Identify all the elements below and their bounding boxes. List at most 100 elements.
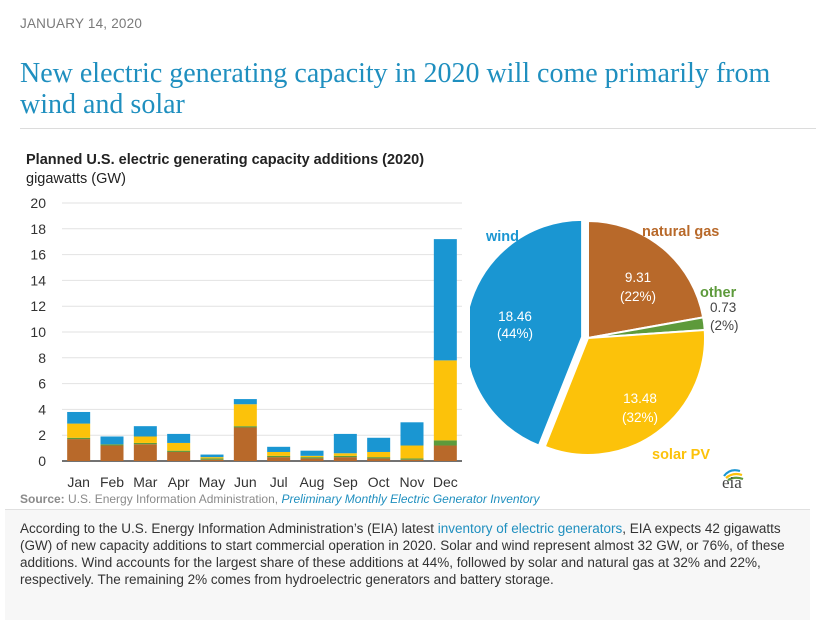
x-tick-label: Apr	[168, 474, 190, 490]
eia-logo-text: eia	[722, 473, 742, 492]
bar-segment-natural-gas	[67, 439, 91, 461]
bar-segment-natural-gas	[233, 427, 257, 461]
y-tick-label: 12	[30, 298, 46, 314]
bar-segment-solar	[433, 360, 457, 441]
bar-segment-wind	[300, 450, 324, 456]
pie-slice-solar	[543, 328, 706, 456]
x-tick-label: Jan	[67, 474, 90, 490]
x-tick-label: Jun	[234, 474, 257, 490]
pie-percent-solar: (32%)	[622, 410, 658, 425]
pie-percent-other: (2%)	[710, 318, 739, 333]
bar-segment-solar	[167, 442, 191, 451]
bar-segment-other	[300, 457, 324, 459]
bar-segment-other	[233, 426, 257, 428]
bar-segment-wind	[233, 399, 257, 405]
bar-segment-natural-gas	[300, 458, 324, 461]
bar-segment-natural-gas	[100, 445, 124, 461]
bar-segment-solar	[400, 445, 424, 459]
pie-percent-wind: (44%)	[497, 326, 533, 341]
x-tick-label: May	[199, 474, 225, 490]
bar-segment-solar	[133, 436, 157, 443]
bar-segment-solar	[233, 404, 257, 427]
bar-segment-wind	[400, 422, 424, 446]
x-tick-label: Sep	[333, 474, 358, 490]
y-tick-label: 8	[38, 350, 46, 366]
divider	[20, 128, 816, 129]
y-tick-label: 14	[30, 272, 46, 288]
bar-segment-wind	[267, 446, 291, 452]
stacked-bar-chart: 0 2 4 6 8 10 12 14 16 18 20 Jan Feb Mar Apr May Jun Jul Au…	[30, 195, 462, 490]
bar-segment-wind	[67, 411, 91, 424]
bar-segment-other	[333, 455, 357, 458]
article-description: According to the U.S. Energy Information…	[20, 520, 800, 588]
bar-segment-other	[200, 458, 224, 460]
pie-value-wind: 18.46	[498, 309, 532, 324]
x-tick-label: Dec	[433, 474, 458, 490]
source-line: Source: U.S. Energy Information Administ…	[20, 492, 540, 506]
bar-segment-other	[133, 442, 157, 445]
bar-segment-solar	[267, 451, 291, 456]
x-tick-label: Oct	[368, 474, 390, 490]
bar-segment-solar	[333, 453, 357, 456]
bar-segment-solar	[200, 457, 224, 459]
bar-segment-wind	[333, 433, 357, 454]
y-tick-label: 16	[30, 247, 46, 263]
pie-label-other: other	[700, 285, 737, 301]
bar-segment-solar	[367, 451, 391, 458]
bar-segment-natural-gas	[267, 457, 291, 461]
bar-segment-other	[367, 457, 391, 459]
bar-segment-other	[267, 455, 291, 458]
bar-segment-natural-gas	[367, 458, 391, 461]
bar-segment-solar	[67, 423, 91, 438]
bar-segment-natural-gas	[133, 444, 157, 461]
bar-segment-other	[67, 437, 91, 440]
x-tick-label: Mar	[133, 474, 157, 490]
bar-segment-wind	[200, 454, 224, 458]
pie-label-solar: solar PV	[652, 447, 710, 463]
y-tick-label: 4	[38, 401, 46, 417]
y-tick-label: 10	[30, 324, 46, 340]
y-tick-label: 2	[38, 427, 46, 443]
source-label: Source:	[20, 492, 65, 506]
bar-segment-natural-gas	[433, 445, 457, 461]
description-link[interactable]: inventory of electric generators	[437, 521, 623, 536]
bar-segment-other	[167, 450, 191, 452]
x-tick-label: Aug	[300, 474, 325, 490]
bar-segment-natural-gas	[400, 459, 424, 461]
bar-segment-other	[400, 458, 424, 460]
bar-segment-wind	[433, 239, 457, 361]
bar-segment-natural-gas	[200, 459, 224, 461]
source-text: U.S. Energy Information Administration,	[64, 492, 282, 506]
bar-segment-wind	[167, 433, 191, 443]
pie-value-natural-gas: 9.31	[625, 270, 651, 285]
y-axis-unit-label: gigawatts (GW)	[26, 171, 126, 187]
x-tick-label: Jul	[270, 474, 288, 490]
y-tick-label: 18	[30, 221, 46, 237]
pie-label-wind: wind	[485, 229, 519, 245]
pie-label-natural-gas: natural gas	[642, 224, 719, 240]
description-panel	[5, 509, 810, 620]
bar-segment-wind	[133, 426, 157, 437]
description-text-2: , EIA expects 42 gigawatts (GW) of new c…	[20, 521, 785, 587]
x-tick-label: Nov	[400, 474, 425, 490]
bar-segment-wind	[367, 437, 391, 452]
eia-logo-icon	[723, 469, 744, 481]
pie-value-other: 0.73	[710, 300, 736, 315]
bar-segment-other	[100, 444, 124, 446]
bar-segment-natural-gas	[167, 451, 191, 461]
bar-segment-natural-gas	[333, 457, 357, 461]
pie-value-solar: 13.48	[623, 391, 657, 406]
pie-slice-wind	[470, 218, 584, 447]
x-tick-label: Feb	[100, 474, 124, 490]
pie-slice-natural-gas	[587, 219, 705, 340]
y-tick-label: 20	[30, 195, 46, 211]
source-link[interactable]: Preliminary Monthly Electric Generator I…	[281, 492, 540, 506]
bar-segment-other	[433, 440, 457, 446]
pie-percent-natural-gas: (22%)	[620, 289, 656, 304]
bar-segment-wind	[100, 436, 124, 445]
y-tick-label: 6	[38, 376, 46, 392]
description-text-1: According to the U.S. Energy Information…	[20, 521, 438, 536]
article-headline: New electric generating capacity in 2020…	[20, 58, 771, 120]
y-tick-label: 0	[38, 453, 46, 469]
